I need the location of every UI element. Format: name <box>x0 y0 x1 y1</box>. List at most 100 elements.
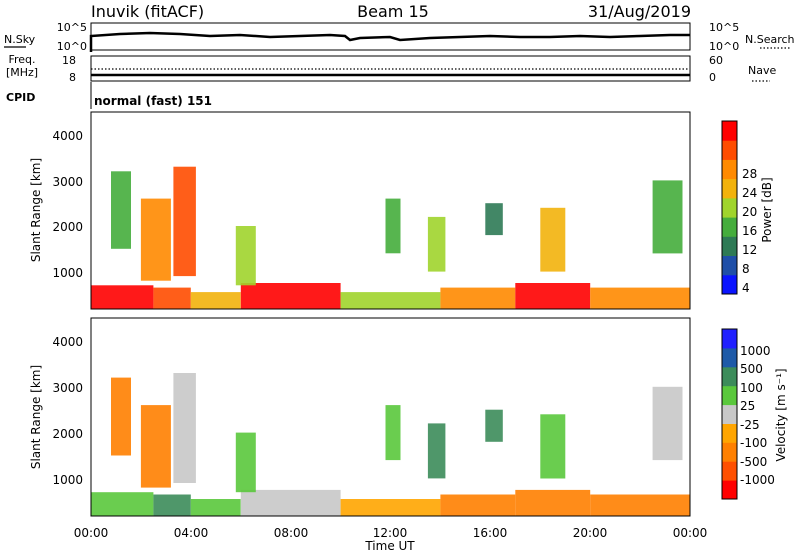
power-ylabel: Slant Range [km] <box>29 158 43 262</box>
freq-tick-top: 18 <box>62 54 76 67</box>
velocity-cbar-tick-25: 25 <box>740 399 755 413</box>
velocity-colorbar <box>722 329 737 500</box>
power-ytick-4000: 4000 <box>52 129 83 143</box>
power-cbar-tick-8: 8 <box>742 262 750 276</box>
velocity-colorbar-step-2 <box>722 442 737 462</box>
velocity-cbar-tick-500: 500 <box>740 362 763 376</box>
power-ytick-1000: 1000 <box>52 266 83 280</box>
nsearch-label: N.Search <box>745 33 795 46</box>
velocity-colorbar-label: Velocity [m s⁻¹] <box>774 368 788 461</box>
power-echo-band-5 <box>440 287 516 309</box>
xtick-2400: 00:00 <box>673 526 708 540</box>
velocity-cbar-tick-100: 100 <box>740 381 763 395</box>
velocity-heatmap <box>91 373 690 516</box>
velocity-echo-band-16 <box>652 386 683 461</box>
nsearch-tick-bottom: 10^0 <box>709 40 739 53</box>
velocity-echo-band-3 <box>240 489 341 516</box>
power-plot-frame <box>90 111 691 310</box>
velocity-echo-band-14 <box>485 409 503 442</box>
velocity-echo-band-12 <box>385 405 401 461</box>
velocity-echo-band-15 <box>540 414 566 479</box>
velocity-colorbar-frame <box>721 328 738 500</box>
power-ytick-3000: 3000 <box>52 175 83 189</box>
power-echo-band-4 <box>340 292 441 309</box>
power-echo-band-15 <box>540 207 566 272</box>
power-ytick-2000: 2000 <box>52 220 83 234</box>
velocity-echo-band-6 <box>515 489 591 516</box>
site-title: Inuvik (fitACF) <box>91 2 204 21</box>
velocity-echo-band-8 <box>111 377 131 456</box>
power-colorbar-step-2 <box>722 236 737 256</box>
velocity-cbar-tick-neg100: -100 <box>740 436 767 450</box>
power-echo-band-7 <box>590 287 690 309</box>
power-cbar-tick-20: 20 <box>742 205 757 219</box>
velocity-echo-band-10 <box>173 373 196 483</box>
nave-tick-top: 60 <box>709 54 723 67</box>
power-echo-band-3 <box>240 283 341 309</box>
velocity-echo-band-2 <box>190 499 241 516</box>
velocity-cbar-tick-neg500: -500 <box>740 455 767 469</box>
power-colorbar-step-5 <box>722 178 737 199</box>
velocity-ytick-3000: 3000 <box>52 381 83 395</box>
xtick-1600: 16:00 <box>473 526 508 540</box>
power-echo-band-10 <box>173 166 196 277</box>
velocity-ytick-1000: 1000 <box>52 473 83 487</box>
power-colorbar-frame <box>721 120 738 295</box>
freq-tick-bottom: 8 <box>69 71 76 84</box>
velocity-colorbar-step-7 <box>722 347 737 368</box>
power-echo-band-1 <box>153 287 191 309</box>
velocity-colorbar-step-4 <box>722 404 737 424</box>
velocity-colorbar-step-8 <box>722 329 737 349</box>
velocity-cbar-tick-1000: 1000 <box>740 344 771 358</box>
power-echo-band-8 <box>111 171 131 249</box>
power-echo-band-2 <box>190 292 241 309</box>
nsky-tick-top: 10^5 <box>57 21 87 34</box>
nave-tick-bottom: 0 <box>709 71 716 84</box>
nave-label: Nave <box>748 64 776 77</box>
power-echo-band-14 <box>485 203 503 236</box>
nsky-label: N.Sky <box>4 33 36 46</box>
nsky-tick-bottom: 10^0 <box>57 40 87 53</box>
velocity-colorbar-step-6 <box>722 366 737 387</box>
freq-label: Freq. <box>8 53 35 66</box>
power-echo-band-12 <box>385 198 401 254</box>
xaxis-label: Time UT <box>364 539 415 553</box>
xtick-0400: 04:00 <box>174 526 209 540</box>
power-colorbar-label: Power [dB] <box>760 177 774 242</box>
power-cbar-tick-28: 28 <box>742 167 757 181</box>
velocity-echo-band-0 <box>91 492 154 516</box>
velocity-echo-band-5 <box>440 494 516 516</box>
cpid-value: normal (fast) 151 <box>94 94 212 108</box>
power-echo-band-16 <box>652 180 683 254</box>
nsky-trace <box>89 31 690 52</box>
velocity-colorbar-step-1 <box>722 461 737 481</box>
velocity-colorbar-step-5 <box>722 385 737 406</box>
power-cbar-tick-24: 24 <box>742 186 757 200</box>
xtick-2000: 20:00 <box>573 526 608 540</box>
power-colorbar-step-1 <box>722 255 737 276</box>
power-colorbar-step-0 <box>722 274 737 295</box>
power-echo-band-13 <box>427 216 446 272</box>
velocity-cbar-tick-neg1000: -1000 <box>740 473 775 487</box>
beam-title: Beam 15 <box>357 2 429 21</box>
power-echo-band-6 <box>515 283 591 309</box>
power-colorbar <box>722 121 737 295</box>
xtick-1200: 12:00 <box>373 526 408 540</box>
xtick-0800: 08:00 <box>274 526 309 540</box>
velocity-cbar-tick-neg25: -25 <box>740 418 760 432</box>
power-echo-band-11 <box>235 226 256 286</box>
velocity-ytick-2000: 2000 <box>52 427 83 441</box>
power-cbar-tick-12: 12 <box>742 243 757 257</box>
freq-unit: [MHz] <box>6 66 38 79</box>
velocity-ytick-4000: 4000 <box>52 335 83 349</box>
power-echo-band-0 <box>91 285 154 309</box>
date-title: 31/Aug/2019 <box>588 2 691 21</box>
xtick-0000: 00:00 <box>74 526 109 540</box>
power-colorbar-step-7 <box>722 140 737 160</box>
power-colorbar-step-4 <box>722 197 737 218</box>
velocity-echo-band-7 <box>590 494 690 516</box>
nsearch-tick-top: 10^5 <box>709 21 739 34</box>
velocity-echo-band-4 <box>340 499 441 516</box>
power-colorbar-step-8 <box>722 121 737 141</box>
